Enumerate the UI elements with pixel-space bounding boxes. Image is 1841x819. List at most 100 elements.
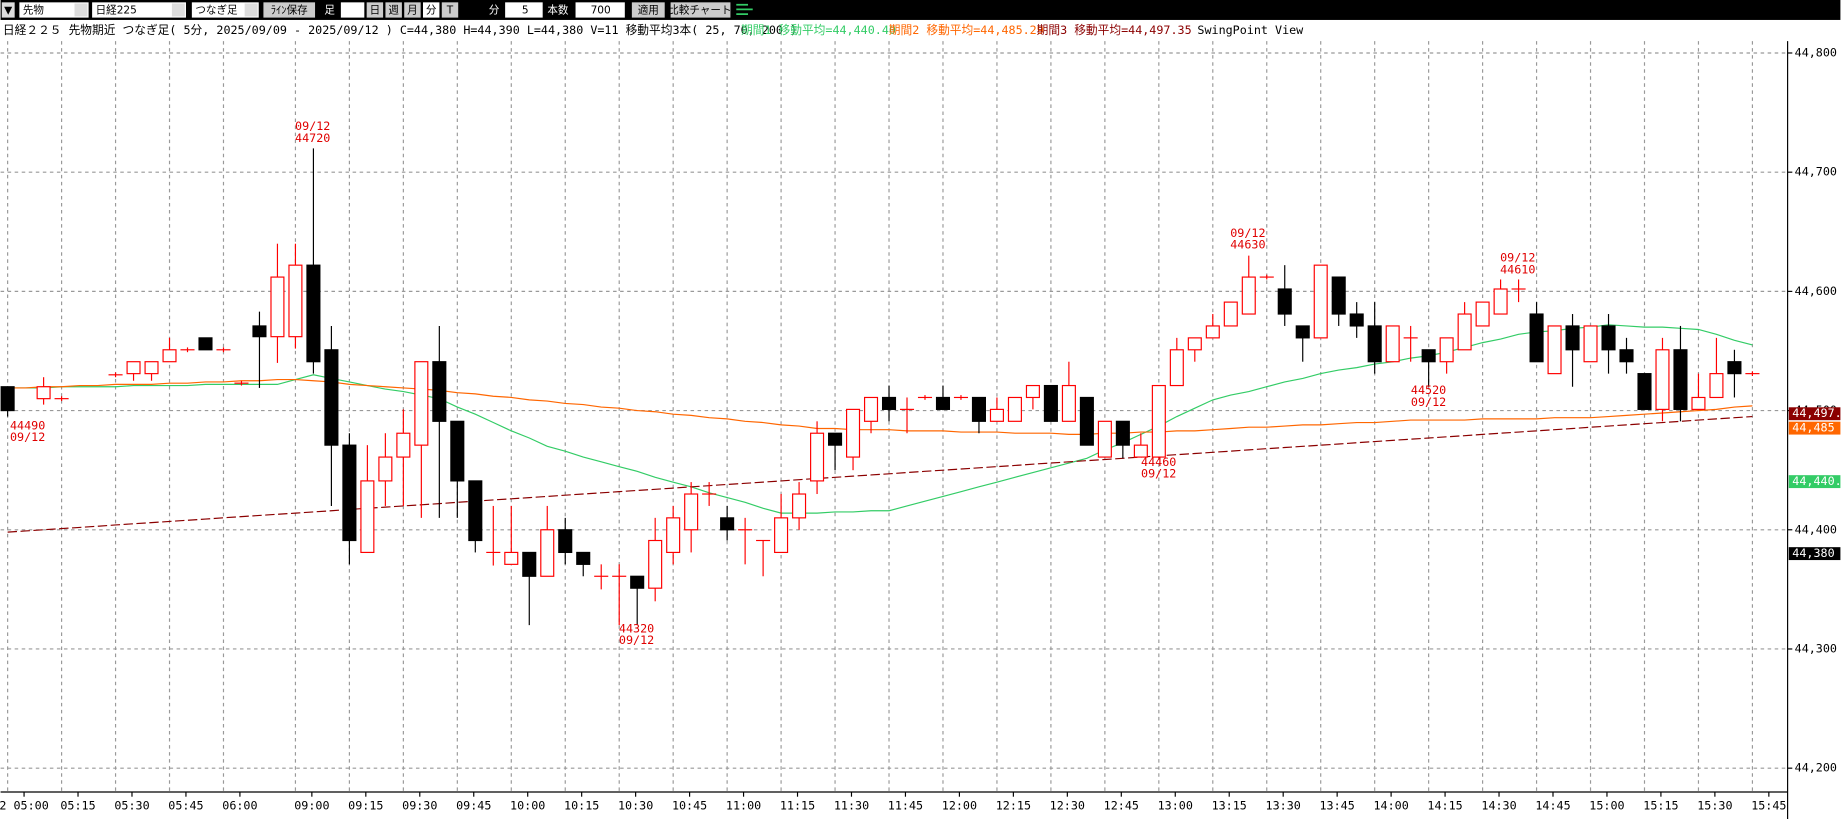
price-tag-label: 44,380	[1792, 546, 1834, 560]
apply-text: 適用	[638, 4, 659, 17]
dropdown-arrow[interactable]	[74, 3, 88, 17]
save-line-button[interactable]	[263, 2, 316, 18]
x-tick-label: 14:30	[1481, 799, 1516, 813]
y-tick-label: 44,200	[1795, 761, 1837, 775]
candle-body	[1205, 325, 1220, 339]
candle-body	[36, 386, 51, 400]
period-button[interactable]	[385, 2, 402, 18]
legend-entry: 期間2 移動平均=44,485.29	[889, 23, 1044, 37]
x-tick-label: 12:15	[996, 799, 1031, 813]
candle-body	[1457, 313, 1472, 351]
price-tag-label: 44,485	[1792, 421, 1834, 435]
view-label: SwingPoint View	[1197, 23, 1304, 37]
bar-input[interactable]	[340, 2, 365, 18]
period-button[interactable]	[441, 2, 459, 18]
candle-body	[558, 529, 573, 554]
candle-body	[450, 420, 465, 482]
interval-input[interactable]	[505, 2, 543, 18]
candle-body	[1061, 384, 1076, 422]
count-label: 本数	[547, 4, 569, 17]
price-tag	[1788, 421, 1841, 435]
candle-body	[774, 517, 789, 554]
swing-date: 09/12	[619, 633, 654, 647]
moving-average-line	[7, 378, 1753, 435]
candle-body	[1097, 420, 1112, 458]
candle-body	[1529, 313, 1544, 363]
candle-body	[989, 408, 1004, 422]
candle-body	[1601, 325, 1616, 351]
candle-body	[198, 337, 213, 351]
bar-label: 足	[324, 5, 335, 17]
candle-body	[1295, 325, 1310, 339]
candle-body	[863, 396, 879, 422]
candle-body	[792, 493, 807, 519]
symbol-select[interactable]	[92, 2, 186, 18]
period-text: 週	[388, 5, 399, 17]
market-select[interactable]	[19, 2, 89, 18]
candle-body	[828, 432, 843, 446]
candle-body	[1169, 349, 1184, 387]
candle-body	[1619, 349, 1634, 363]
x-tick-label: 15:45	[1751, 799, 1786, 813]
candle-body	[1709, 373, 1724, 399]
count-input[interactable]	[575, 2, 625, 18]
kind-select[interactable]	[191, 2, 259, 18]
dropdown-arrow[interactable]	[244, 3, 258, 17]
swing-date: 09/12	[10, 430, 45, 444]
candle-body	[1331, 276, 1346, 315]
menu-button[interactable]	[1, 2, 15, 18]
candle-body	[378, 456, 393, 482]
candle-body	[1187, 337, 1202, 351]
kind-text: つなぎ足	[195, 4, 238, 17]
unit-label: 分	[489, 5, 500, 17]
compare-text: 比較チャート	[668, 4, 731, 17]
candle-body	[1385, 325, 1400, 363]
compare-button[interactable]	[670, 2, 731, 18]
candle-body	[468, 480, 483, 542]
x-tick-label: 10:00	[510, 799, 545, 813]
x-tick-label: 13:45	[1320, 799, 1355, 813]
legend-entry: 期間3 移動平均=44,497.35	[1037, 23, 1192, 37]
x-tick-label: 10:15	[564, 799, 599, 813]
candle-body	[1475, 301, 1490, 327]
period-button[interactable]	[366, 2, 384, 18]
candle-body	[1493, 288, 1508, 315]
market-text: 先物	[23, 4, 45, 17]
dropdown-arrow[interactable]	[171, 3, 185, 17]
candle-body	[342, 444, 357, 542]
candle-body	[576, 551, 591, 565]
candle-body	[935, 396, 951, 410]
x-tick-label: 13:00	[1158, 799, 1193, 813]
candle-body	[1313, 264, 1328, 339]
x-tick-label: 14:45	[1535, 799, 1570, 813]
x-tick-label: 11:45	[888, 799, 923, 813]
candle-body	[288, 264, 303, 338]
x-tick-label: 15:30	[1697, 799, 1732, 813]
y-tick-label: 44,800	[1795, 45, 1837, 59]
x-tick-label: 09:00	[294, 799, 329, 813]
apply-button[interactable]	[631, 2, 665, 18]
candle-body	[648, 539, 663, 589]
candle-body	[1547, 325, 1562, 375]
candle-body	[144, 361, 159, 375]
candle-body	[1439, 337, 1454, 363]
period-button-active[interactable]	[422, 2, 440, 18]
candle-body	[684, 493, 699, 531]
x-tick-label: 10:30	[618, 799, 653, 813]
period-button[interactable]	[404, 2, 421, 18]
menu-icon[interactable]	[736, 3, 753, 15]
candle-body	[1367, 325, 1382, 363]
x-tick-label: 11:30	[834, 799, 869, 813]
period-text: 日	[370, 5, 381, 17]
menu-arrow: ▼	[4, 5, 13, 17]
y-tick-label: 44,300	[1795, 641, 1837, 655]
x-tick-label: 14:00	[1373, 799, 1408, 813]
period-text: T	[446, 5, 454, 17]
swing-price: 44490	[10, 418, 45, 432]
candle-body	[0, 386, 15, 412]
swing-date: 09/12	[1411, 395, 1446, 409]
candle-body	[720, 517, 735, 531]
swing-price: 44720	[295, 131, 330, 145]
candle-body	[396, 432, 411, 458]
